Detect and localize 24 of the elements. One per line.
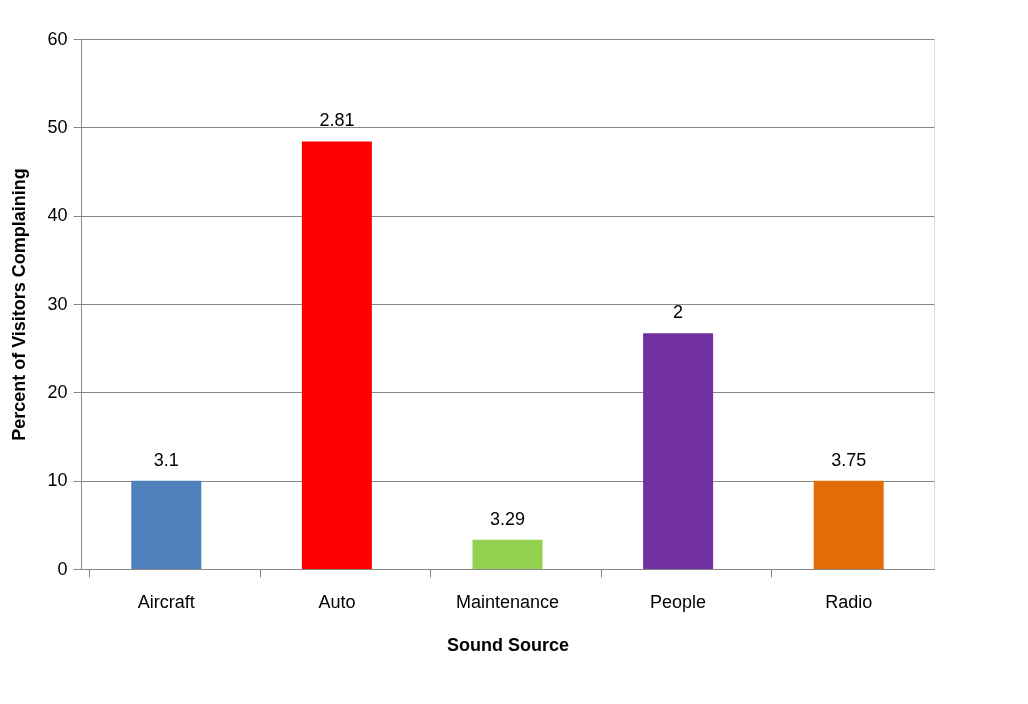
annotation: 2.81 (319, 110, 355, 131)
y-tick-label: 50 (47, 116, 68, 137)
bar (301, 141, 372, 569)
y-tick-label: 10 (47, 470, 68, 491)
y-tick-label: 60 (47, 28, 68, 49)
bar (813, 480, 884, 569)
y-axis-title: Percent of Visitors Complaining (9, 168, 30, 441)
y-tick-label: 0 (57, 558, 68, 579)
annotation: 3.29 (489, 508, 526, 529)
x-axis-title: Sound Source (446, 634, 570, 655)
annotation: 2 (673, 302, 684, 323)
bar (472, 539, 543, 569)
y-tick-label: 30 (47, 293, 68, 314)
annotation: 3.1 (153, 449, 179, 470)
bar (131, 480, 202, 569)
x-tick-label: Maintenance (455, 591, 560, 612)
y-tick-label: 40 (47, 205, 68, 226)
y-tick-label: 20 (47, 381, 68, 402)
annotation: 3.75 (831, 449, 867, 470)
x-tick-label: Radio (825, 591, 873, 612)
x-tick-label: Aircraft (137, 591, 195, 612)
x-tick-label: People (650, 591, 707, 612)
bar (643, 333, 714, 569)
x-tick-label: Auto (318, 591, 356, 612)
